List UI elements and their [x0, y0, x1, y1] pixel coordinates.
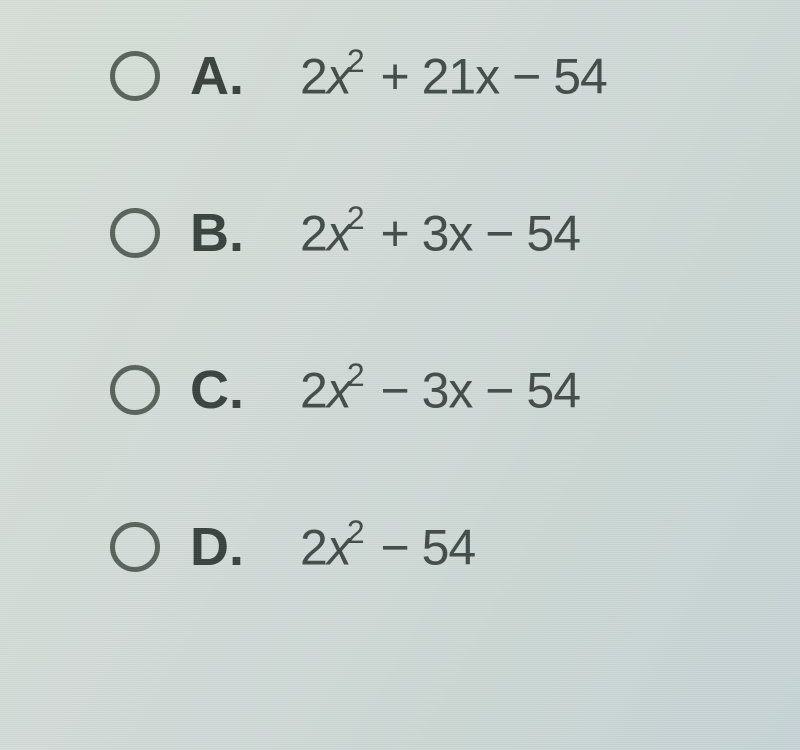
options-list: A. 2x2 + 21x − 54 B. 2x2 + 3x − 54 C. 2x…	[0, 0, 800, 578]
radio-icon[interactable]	[110, 208, 160, 258]
option-expression: 2x2 + 3x − 54	[300, 204, 580, 263]
option-letter: A.	[190, 45, 300, 107]
option-expression: 2x2 − 54	[300, 518, 475, 577]
option-letter: B.	[190, 202, 300, 264]
option-expression: 2x2 + 21x − 54	[300, 47, 607, 106]
option-b[interactable]: B. 2x2 + 3x − 54	[110, 202, 800, 264]
radio-icon[interactable]	[110, 365, 160, 415]
radio-icon[interactable]	[110, 51, 160, 101]
option-letter: C.	[190, 359, 300, 421]
option-d[interactable]: D. 2x2 − 54	[110, 516, 800, 578]
option-a[interactable]: A. 2x2 + 21x − 54	[110, 45, 800, 107]
option-c[interactable]: C. 2x2 − 3x − 54	[110, 359, 800, 421]
radio-icon[interactable]	[110, 522, 160, 572]
option-letter: D.	[190, 516, 300, 578]
option-expression: 2x2 − 3x − 54	[300, 361, 580, 420]
